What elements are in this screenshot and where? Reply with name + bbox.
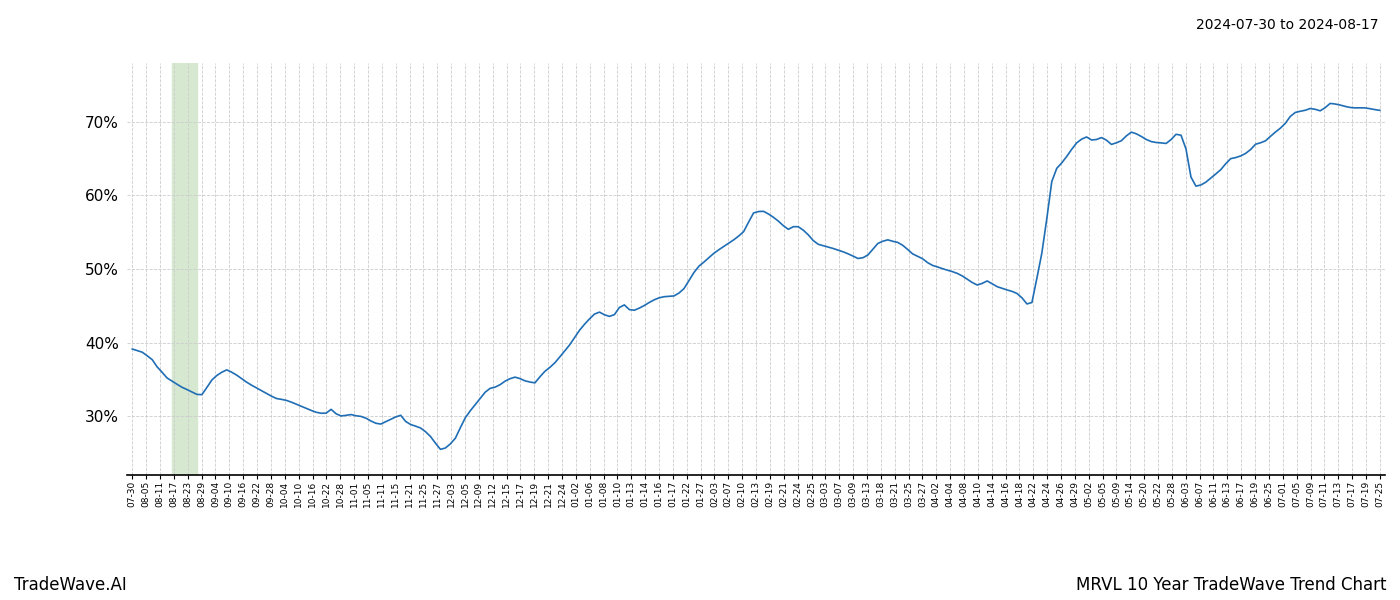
Text: 2024-07-30 to 2024-08-17: 2024-07-30 to 2024-08-17	[1197, 18, 1379, 32]
Text: TradeWave.AI: TradeWave.AI	[14, 576, 127, 594]
Bar	[172, 63, 197, 475]
Text: MRVL 10 Year TradeWave Trend Chart: MRVL 10 Year TradeWave Trend Chart	[1075, 576, 1386, 594]
